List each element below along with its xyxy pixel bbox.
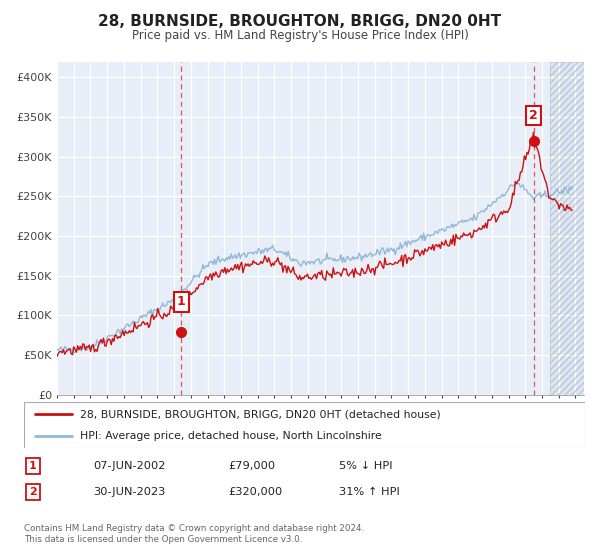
Text: 31% ↑ HPI: 31% ↑ HPI (339, 487, 400, 497)
Text: HPI: Average price, detached house, North Lincolnshire: HPI: Average price, detached house, Nort… (80, 431, 382, 441)
Text: 1: 1 (177, 296, 186, 309)
Text: Price paid vs. HM Land Registry's House Price Index (HPI): Price paid vs. HM Land Registry's House … (131, 29, 469, 42)
Text: 07-JUN-2002: 07-JUN-2002 (93, 461, 166, 471)
Text: 28, BURNSIDE, BROUGHTON, BRIGG, DN20 0HT: 28, BURNSIDE, BROUGHTON, BRIGG, DN20 0HT (98, 14, 502, 29)
Text: £320,000: £320,000 (228, 487, 282, 497)
Text: 28, BURNSIDE, BROUGHTON, BRIGG, DN20 0HT (detached house): 28, BURNSIDE, BROUGHTON, BRIGG, DN20 0HT… (80, 409, 441, 419)
Text: 2: 2 (529, 109, 538, 122)
Text: £79,000: £79,000 (228, 461, 275, 471)
Text: 5% ↓ HPI: 5% ↓ HPI (339, 461, 392, 471)
Text: 2: 2 (29, 487, 37, 497)
Text: 1: 1 (29, 461, 37, 471)
Text: This data is licensed under the Open Government Licence v3.0.: This data is licensed under the Open Gov… (24, 535, 302, 544)
Text: Contains HM Land Registry data © Crown copyright and database right 2024.: Contains HM Land Registry data © Crown c… (24, 524, 364, 533)
Text: 30-JUN-2023: 30-JUN-2023 (93, 487, 166, 497)
